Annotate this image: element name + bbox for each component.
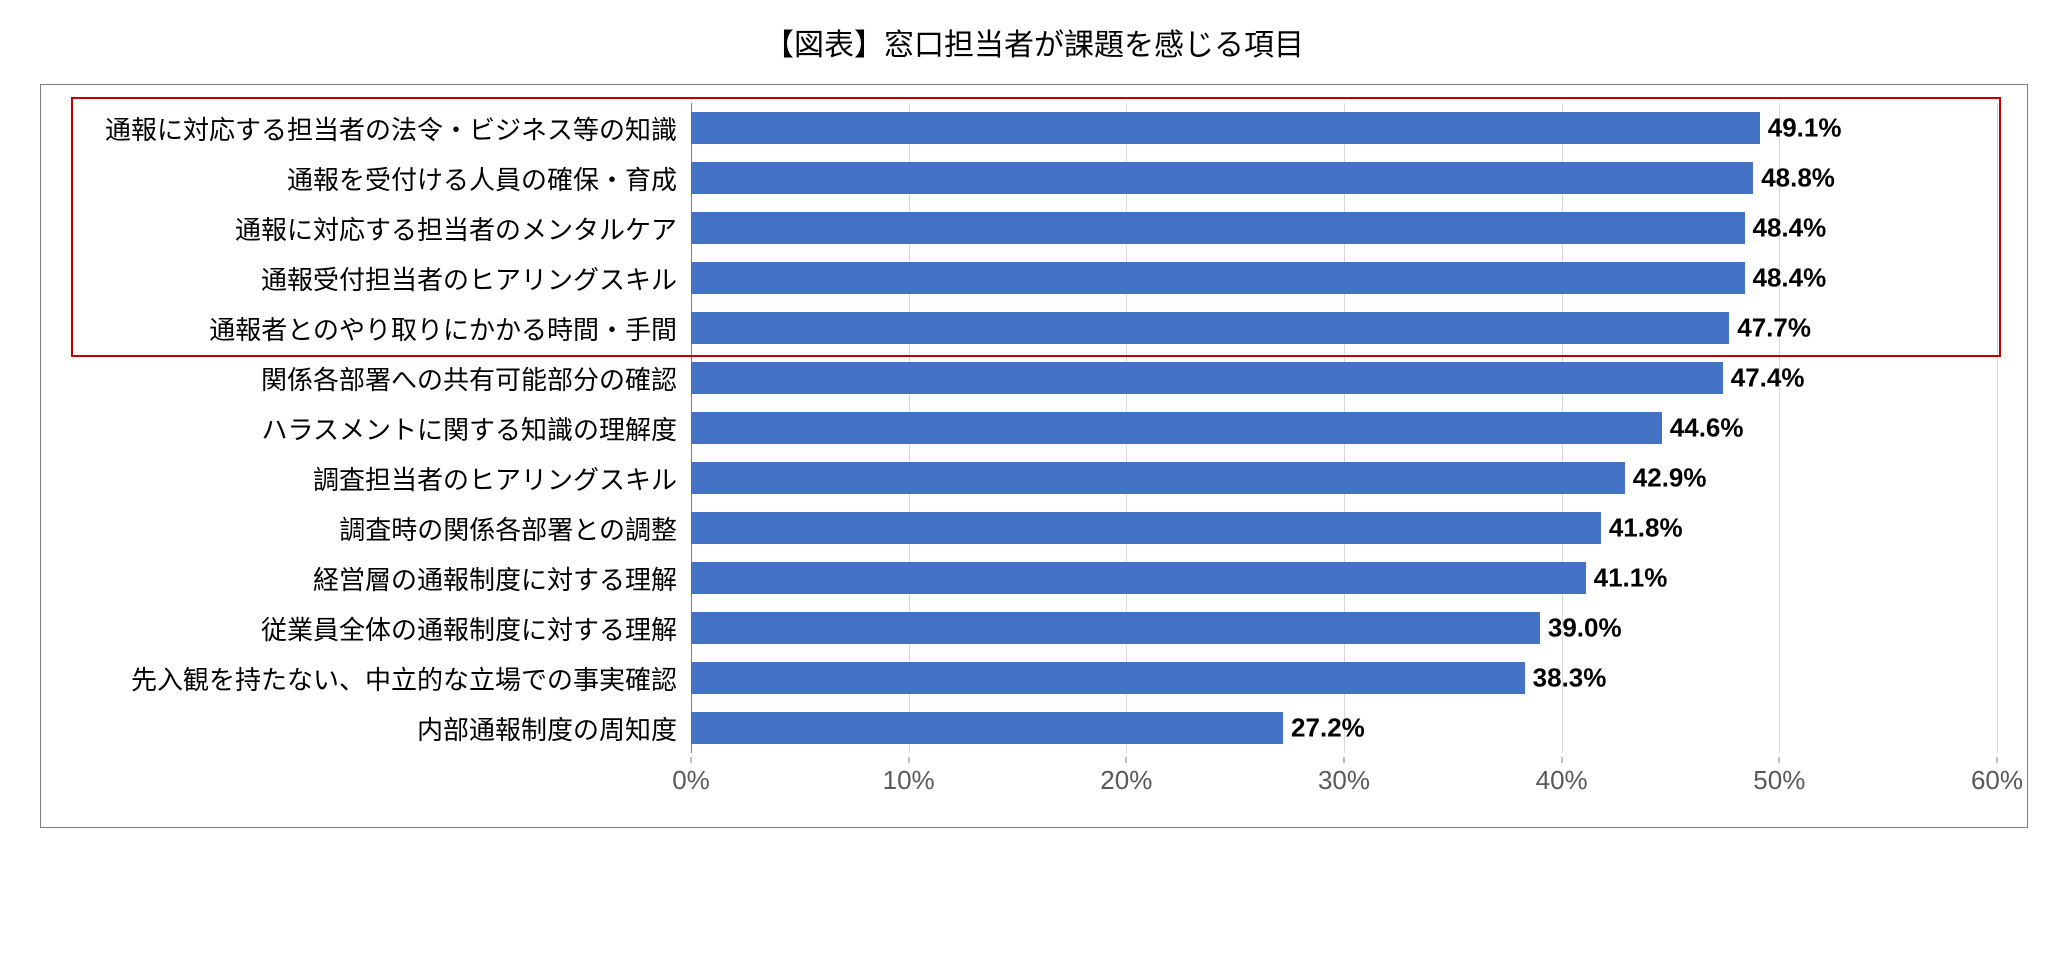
y-axis-label: 通報に対応する担当者のメンタルケア [71,210,691,247]
bar-row: 調査時の関係各部署との調整41.8% [71,503,1997,553]
x-tick-label: 20% [1100,765,1152,796]
x-tick-mark [1997,757,1998,763]
y-axis-label: 調査担当者のヒアリングスキル [71,460,691,497]
y-axis-label: 関係各部署への共有可能部分の確認 [71,360,691,397]
gridline [1997,103,1998,753]
y-axis-label: 内部通報制度の周知度 [71,710,691,747]
x-tick-mark [1344,757,1345,763]
y-axis-label: ハラスメントに関する知識の理解度 [71,410,691,447]
x-tick-mark [1561,757,1562,763]
bar: 47.4% [691,362,1723,394]
bar-area: 41.8% [691,503,1997,553]
x-tick-mark [908,757,909,763]
bar-area: 47.7% [691,303,1997,353]
x-tick-mark [1126,757,1127,763]
value-label: 49.1% [1760,113,1842,144]
bar-area: 42.9% [691,453,1997,503]
x-tick-label: 40% [1536,765,1588,796]
x-axis-ticks: 0%10%20%30%40%50%60% [691,757,1997,797]
y-axis-label: 通報受付担当者のヒアリングスキル [71,260,691,297]
x-tick-label: 10% [883,765,935,796]
x-tick-label: 60% [1971,765,2023,796]
x-tick-mark [1779,757,1780,763]
bar-area: 49.1% [691,103,1997,153]
bar-row: 通報に対応する担当者のメンタルケア48.4% [71,203,1997,253]
bar-area: 27.2% [691,703,1997,753]
value-label: 44.6% [1662,413,1744,444]
bar-row: 通報受付担当者のヒアリングスキル48.4% [71,253,1997,303]
bar-row: 従業員全体の通報制度に対する理解39.0% [71,603,1997,653]
bar-area: 44.6% [691,403,1997,453]
bar: 41.1% [691,562,1586,594]
value-label: 47.7% [1729,313,1811,344]
x-axis: 0%10%20%30%40%50%60% [71,757,1997,797]
x-axis-spacer [71,757,691,797]
bar: 27.2% [691,712,1283,744]
bar-row: 経営層の通報制度に対する理解41.1% [71,553,1997,603]
bar: 49.1% [691,112,1760,144]
bar: 44.6% [691,412,1662,444]
value-label: 38.3% [1525,663,1607,694]
bar: 48.8% [691,162,1753,194]
chart-container: 通報に対応する担当者の法令・ビジネス等の知識49.1%通報を受付ける人員の確保・… [40,84,2028,828]
bar-area: 48.8% [691,153,1997,203]
bar: 42.9% [691,462,1625,494]
x-tick-label: 30% [1318,765,1370,796]
value-label: 41.8% [1601,513,1683,544]
bar-row: 調査担当者のヒアリングスキル42.9% [71,453,1997,503]
bar: 38.3% [691,662,1525,694]
bar: 39.0% [691,612,1540,644]
y-axis-label: 先入観を持たない、中立的な立場での事実確認 [71,660,691,697]
y-axis-label: 通報者とのやり取りにかかる時間・手間 [71,310,691,347]
bar-row: ハラスメントに関する知識の理解度44.6% [71,403,1997,453]
value-label: 48.8% [1753,163,1835,194]
bar: 41.8% [691,512,1601,544]
y-axis-label: 従業員全体の通報制度に対する理解 [71,610,691,647]
value-label: 39.0% [1540,613,1622,644]
bar: 48.4% [691,212,1745,244]
bar-row: 関係各部署への共有可能部分の確認47.4% [71,353,1997,403]
bar-area: 38.3% [691,653,1997,703]
x-tick-label: 0% [672,765,710,796]
y-axis-label: 経営層の通報制度に対する理解 [71,560,691,597]
bar-area: 48.4% [691,203,1997,253]
value-label: 41.1% [1586,563,1668,594]
bar: 48.4% [691,262,1745,294]
bar: 47.7% [691,312,1729,344]
bar-area: 47.4% [691,353,1997,403]
bars-wrapper: 通報に対応する担当者の法令・ビジネス等の知識49.1%通報を受付ける人員の確保・… [71,103,1997,753]
value-label: 48.4% [1745,213,1827,244]
value-label: 42.9% [1625,463,1707,494]
bar-row: 先入観を持たない、中立的な立場での事実確認38.3% [71,653,1997,703]
x-tick-mark [691,757,692,763]
bar-area: 41.1% [691,553,1997,603]
y-axis-label: 調査時の関係各部署との調整 [71,510,691,547]
y-axis-label: 通報に対応する担当者の法令・ビジネス等の知識 [71,110,691,147]
bar-row: 内部通報制度の周知度27.2% [71,703,1997,753]
bar-row: 通報者とのやり取りにかかる時間・手間47.7% [71,303,1997,353]
value-label: 48.4% [1745,263,1827,294]
bar-area: 39.0% [691,603,1997,653]
value-label: 47.4% [1723,363,1805,394]
chart-title: 【図表】窓口担当者が課題を感じる項目 [40,20,2028,64]
bar-area: 48.4% [691,253,1997,303]
bar-row: 通報を受付ける人員の確保・育成48.8% [71,153,1997,203]
value-label: 27.2% [1283,713,1365,744]
y-axis-label: 通報を受付ける人員の確保・育成 [71,160,691,197]
x-tick-label: 50% [1753,765,1805,796]
bar-rows: 通報に対応する担当者の法令・ビジネス等の知識49.1%通報を受付ける人員の確保・… [71,103,1997,753]
bar-row: 通報に対応する担当者の法令・ビジネス等の知識49.1% [71,103,1997,153]
